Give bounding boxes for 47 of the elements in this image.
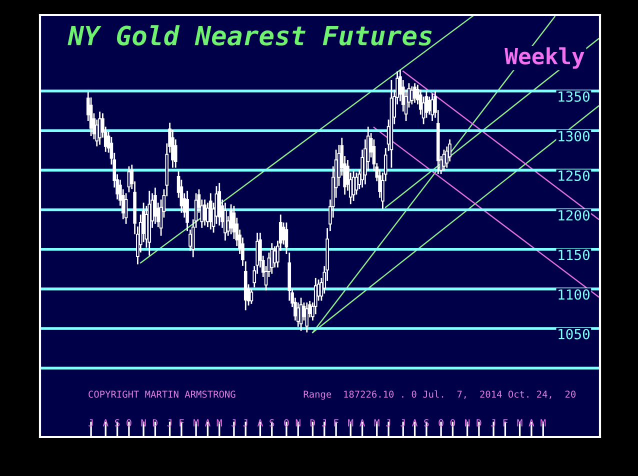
x-tick-label: O — [126, 419, 132, 427]
x-tick-label: S — [115, 419, 120, 427]
x-tick-label: F — [503, 419, 508, 426]
y-tick-label: 1350 — [558, 91, 590, 102]
x-tick-label: M — [194, 419, 199, 426]
x-tick-label: S — [424, 419, 429, 427]
x-tick-label: M — [517, 419, 522, 426]
y-tick-label: 1300 — [558, 130, 590, 142]
x-tick-label: S — [270, 419, 274, 427]
x-tick-label: N — [141, 419, 146, 426]
x-tick-label: D — [476, 419, 482, 426]
x-tick-label: A — [360, 419, 366, 426]
x-tick-label: F — [334, 419, 338, 426]
x-tick-label: D — [310, 419, 316, 426]
text: Weekly — [504, 47, 584, 69]
y-tick-label: 1200 — [558, 210, 590, 221]
x-tick-label: J — [243, 419, 248, 427]
y-tick-label: 1100 — [558, 289, 590, 300]
x-tick-label: D — [152, 419, 158, 426]
annotation: COPYRIGHT MARTIN ARMSTRONG — [88, 390, 236, 398]
x-tick-label: N — [296, 419, 300, 426]
x-tick-label: J — [322, 419, 326, 427]
chart-title: NY Gold Nearest Futures — [68, 25, 432, 46]
x-tick-label: J — [386, 419, 390, 427]
x-tick-label: J — [400, 419, 405, 427]
x-tick-label: A — [257, 419, 263, 426]
x-tick-label: J — [88, 419, 93, 427]
x-tick-label: A — [528, 419, 534, 426]
y-tick-label: 1250 — [558, 170, 590, 182]
x-tick-label: M — [374, 419, 380, 426]
x-tick-label: A — [102, 419, 108, 426]
annotation: Range 187226.10 . 0 Jul. 7, 2014 Oct. 24, 20 — [304, 390, 576, 400]
x-tick-label: J — [491, 419, 496, 427]
x-tick-label: O — [450, 419, 456, 427]
x-tick-label: M — [540, 419, 546, 426]
x-tick-label: M — [348, 419, 354, 426]
x-tick-label: M — [216, 419, 222, 426]
x-tick-label: A — [412, 419, 418, 426]
y-tick-label: 1050 — [558, 328, 590, 340]
x-tick-label: O — [438, 419, 444, 427]
x-tick-label: N — [465, 419, 470, 426]
x-tick-label: A — [204, 419, 210, 426]
x-tick-label: J — [167, 419, 172, 427]
y-tick-label: 1150 — [558, 250, 590, 260]
x-tick-label: J — [232, 419, 236, 427]
x-tick-label: F — [180, 419, 184, 426]
x-tick-label: O — [284, 419, 289, 427]
